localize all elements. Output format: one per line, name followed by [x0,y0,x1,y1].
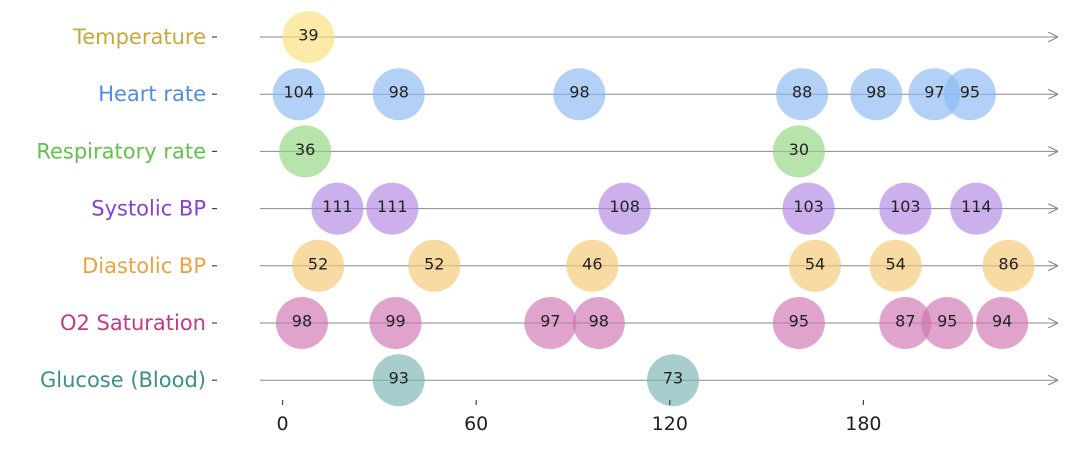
data-label: 52 [308,254,328,273]
row-label: Glucose (Blood) [40,368,206,392]
row-respiratory-rate: Respiratory rate 36 30 [36,125,1057,178]
data-label: 54 [805,254,825,273]
row-heart-rate: Heart rate 104 98 98 88 98 97 95 [98,68,1057,121]
data-label: 93 [389,369,409,388]
data-point [879,297,932,349]
data-point [879,182,932,235]
data-point [921,297,974,349]
row-glucose-blood: Glucose (Blood) 93 73 [40,354,1057,407]
data-point [272,68,325,121]
data-point [366,182,419,235]
x-tick-label: 120 [652,413,688,435]
data-point [282,11,335,63]
row-diastolic-bp: Diastolic BP 52 52 46 54 54 86 [82,239,1057,292]
data-label: 54 [885,254,905,273]
row-label: O2 Saturation [60,311,206,335]
row-label: Heart rate [98,82,206,106]
data-label: 104 [283,83,314,102]
x-tick-label: 60 [464,413,488,435]
data-point [850,68,903,121]
data-point [572,297,625,349]
x-tick-label: 180 [845,413,881,435]
data-point [372,68,425,121]
data-point [279,125,332,178]
data-point [408,239,461,292]
data-label: 103 [890,197,921,216]
data-point [275,297,328,349]
x-tick-label: 0 [277,413,289,435]
data-label: 39 [298,26,318,45]
data-label: 97 [540,312,560,331]
data-point [976,297,1029,349]
row-temperature: Temperature 39 [72,11,1057,63]
data-point [311,182,364,235]
data-label: 111 [377,197,408,216]
data-label: 97 [924,83,944,102]
data-point [369,297,422,349]
data-label: 95 [789,312,809,331]
data-point [772,125,825,178]
row-o2-saturation: O2 Saturation 98 99 97 98 95 87 95 94 [60,297,1057,349]
data-point [553,68,606,121]
x-axis: 0 60 120 180 [277,400,882,435]
data-point [943,68,996,121]
data-label: 88 [792,83,812,102]
data-label: 108 [609,197,640,216]
chart-rows: Temperature 39 Heart rate 104 98 98 88 98 97 95 Re… [36,11,1057,407]
data-point [647,354,700,407]
data-point [782,182,835,235]
data-point [950,182,1003,235]
data-label: 114 [961,197,992,216]
data-label: 95 [960,83,980,102]
data-label: 98 [389,83,409,102]
data-label: 52 [424,254,444,273]
data-label: 30 [789,140,809,159]
data-point [869,239,922,292]
data-label: 94 [992,312,1012,331]
data-label: 73 [663,369,683,388]
row-label: Diastolic BP [82,254,206,278]
data-point [772,297,825,349]
data-point [524,297,577,349]
data-point [598,182,651,235]
data-label: 103 [793,197,824,216]
row-label: Respiratory rate [36,139,206,163]
data-point [292,239,345,292]
data-label: 46 [582,254,602,273]
data-label: 98 [589,312,609,331]
data-point [776,68,829,121]
data-label: 86 [998,254,1018,273]
data-point [372,354,425,407]
data-label: 98 [866,83,886,102]
row-label: Temperature [72,25,206,49]
data-label: 111 [322,197,353,216]
data-label: 87 [895,312,915,331]
data-label: 98 [569,83,589,102]
data-point [566,239,619,292]
data-label: 95 [937,312,957,331]
data-label: 99 [385,312,405,331]
row-label: Systolic BP [91,197,206,221]
data-label: 98 [292,312,312,331]
row-systolic-bp: Systolic BP 111 111 108 103 103 114 [91,182,1057,235]
data-point [788,239,841,292]
data-point [982,239,1035,292]
data-label: 36 [295,140,315,159]
